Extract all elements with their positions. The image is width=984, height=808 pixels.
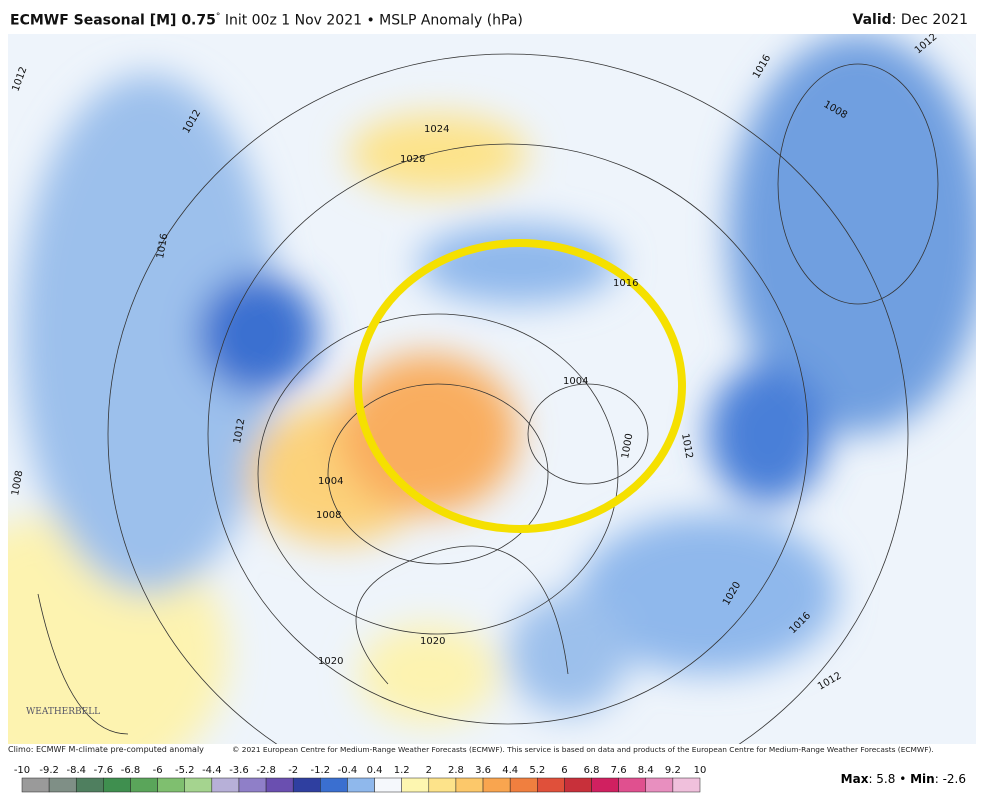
contour-label: 1004 xyxy=(318,476,343,487)
max-label: Max xyxy=(840,772,869,786)
colorbar-tick: -7.6 xyxy=(93,765,114,776)
colorbar-swatch xyxy=(103,777,131,793)
colorbar-tick: -3.6 xyxy=(229,765,249,776)
colorbar-tick: -6.8 xyxy=(120,765,141,776)
subtitle: Init 00z 1 Nov 2021 • MSLP Anomaly (hPa) xyxy=(224,12,523,29)
colorbar-tick: -9.2 xyxy=(39,765,59,776)
colorbar-swatch xyxy=(537,777,565,793)
contour-label: 1008 xyxy=(10,470,25,497)
valid-label: Valid xyxy=(852,12,892,28)
min-label: Min xyxy=(910,772,935,786)
colorbar-swatch xyxy=(211,777,240,793)
colorbar-tick: 2.8 xyxy=(447,765,464,776)
colorbar xyxy=(21,777,701,793)
colorbar-tick: -5.2 xyxy=(174,765,195,776)
degree: ° xyxy=(215,12,221,22)
colorbar-swatch xyxy=(238,777,267,793)
valid-value: : Dec 2021 xyxy=(891,12,968,28)
contour-label: 1016 xyxy=(155,233,170,260)
contour-label: 1020 xyxy=(318,656,343,667)
colorbar-tick: 5.2 xyxy=(529,765,546,776)
colorbar-swatch xyxy=(21,777,50,793)
colorbar-tick: 1.2 xyxy=(393,765,410,776)
colorbar-tick: 3.6 xyxy=(475,765,491,776)
colorbar-swatch xyxy=(564,777,592,793)
colorbar-swatch xyxy=(618,777,647,793)
contour-label: 1012 xyxy=(679,433,694,460)
colorbar-swatch xyxy=(184,777,213,793)
colorbar-tick: -0.4 xyxy=(337,765,358,776)
colorbar-swatch xyxy=(591,777,619,793)
colorbar-swatch xyxy=(320,777,348,793)
colorbar-swatch xyxy=(428,777,457,793)
colorbar-swatch xyxy=(645,777,674,793)
colorbar-tick: -4.4 xyxy=(202,765,222,776)
colorbar-tick: 0.4 xyxy=(366,765,383,776)
contour-label: 1016 xyxy=(613,278,638,289)
colorbar-tick: -2 xyxy=(288,765,299,776)
contour-label: 1028 xyxy=(400,154,425,165)
contour-label: 1008 xyxy=(316,510,341,521)
colorbar-swatch xyxy=(292,777,321,793)
colorbar-tick: 9.2 xyxy=(664,765,681,776)
contour-label: 1020 xyxy=(420,636,445,647)
max-value: 5.8 xyxy=(876,772,896,786)
colorbar-swatch xyxy=(265,777,294,793)
colorbar-tick: 6 xyxy=(561,765,568,776)
colorbar-tick: -8.4 xyxy=(66,765,86,776)
title: ECMWF Seasonal [M] 0.75 xyxy=(10,12,216,29)
contour-label: 1004 xyxy=(563,376,588,387)
contour-label: 1000 xyxy=(620,433,635,460)
contour-label: 1024 xyxy=(424,124,449,135)
colorbar-tick: 6.8 xyxy=(583,765,600,776)
header-title: ECMWF Seasonal [M] 0.75° Init 00z 1 Nov … xyxy=(10,12,523,29)
colorbar-swatch xyxy=(482,777,511,793)
min-value: -2.6 xyxy=(942,772,966,786)
copyright: © 2021 European Centre for Medium-Range … xyxy=(232,745,934,754)
colorbar-swatch xyxy=(672,777,701,793)
colorbar-tick: 10 xyxy=(693,765,707,776)
colorbar-tick: 8.4 xyxy=(637,765,654,776)
colorbar-swatch xyxy=(157,777,185,793)
contour-label: 1012 xyxy=(232,418,247,445)
logo: WEATHERBELL xyxy=(26,707,100,717)
colorbar-tick: 4.4 xyxy=(502,765,519,776)
valid: Valid: Dec 2021 xyxy=(853,12,968,28)
colorbar-swatch xyxy=(455,777,484,793)
colorbar-swatch xyxy=(401,777,430,793)
colorbar-swatch xyxy=(347,777,375,793)
colorbar-swatch xyxy=(130,777,158,793)
colorbar-swatch xyxy=(48,777,77,793)
colorbar-swatch xyxy=(374,777,402,793)
colorbar-tick: -10 xyxy=(13,765,31,776)
colorbar-tick: 7.6 xyxy=(610,765,627,776)
stats: Max: 5.8 • Min: -2.6 xyxy=(840,772,966,786)
climo: Climo: ECMWF M-climate pre-computed anom… xyxy=(8,745,204,754)
colorbar-tick: -6 xyxy=(152,765,163,776)
colorbar-swatch xyxy=(509,777,538,793)
colorbar-tick: 2 xyxy=(425,765,432,776)
colorbar-swatch xyxy=(75,777,104,793)
colorbar-tick: -1.2 xyxy=(310,765,331,776)
colorbar-tick: -2.8 xyxy=(256,765,276,776)
